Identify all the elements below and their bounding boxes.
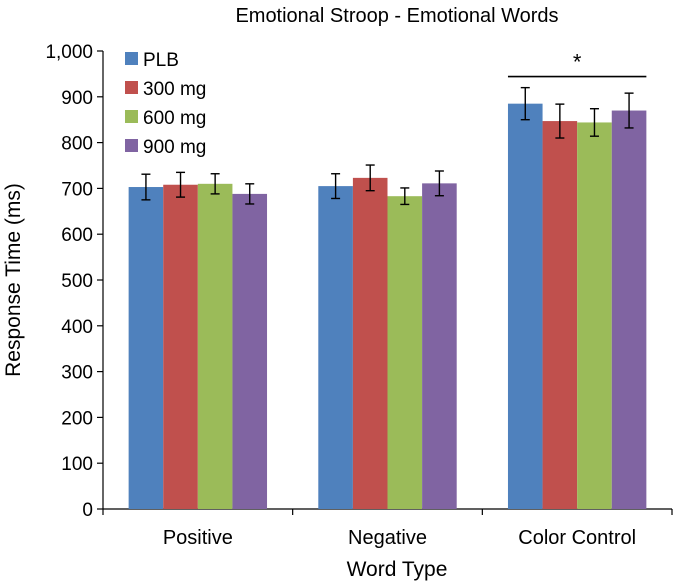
error-bar — [520, 86, 530, 121]
y-tick-label: 0 — [82, 500, 93, 521]
legend-swatch — [125, 81, 138, 94]
error-bar — [434, 170, 444, 197]
legend-item: 300 mg — [125, 79, 206, 100]
legend-item: 900 mg — [125, 137, 206, 158]
bar — [232, 193, 268, 509]
legend-swatch — [125, 110, 138, 123]
y-tick-label: 100 — [61, 454, 93, 475]
error-bar — [245, 183, 255, 205]
y-tick-label: 300 — [61, 363, 93, 384]
bar — [577, 122, 612, 509]
bar — [611, 110, 647, 509]
error-bar — [141, 173, 151, 201]
chart-title: Emotional Stroop - Emotional Words — [235, 5, 558, 27]
significance-asterisk: * — [573, 50, 582, 75]
y-tick-label: 500 — [61, 271, 93, 292]
error-bar — [365, 164, 375, 192]
x-axis: Positive Negative Color Control — [102, 508, 673, 549]
bar — [542, 121, 578, 509]
y-tick-label: 700 — [61, 179, 93, 200]
y-tick-label: 400 — [61, 317, 93, 338]
error-bars — [141, 86, 634, 206]
legend-label: 300 mg — [143, 79, 206, 100]
y-tick-label: 200 — [61, 408, 93, 429]
legend-label: 600 mg — [143, 108, 206, 129]
x-tick-label: Positive — [163, 527, 233, 549]
error-bar — [624, 92, 634, 129]
legend: PLB 300 mg 600 mg 900 mg — [125, 50, 206, 158]
error-bar — [400, 187, 410, 206]
legend-swatch — [125, 52, 138, 65]
annotations: * — [507, 50, 647, 78]
y-axis: 0 100 200 300 400 500 600 700 800 900 1,000 — [45, 42, 104, 521]
bar — [507, 103, 543, 510]
legend-label: PLB — [143, 50, 179, 71]
significance-marker: * — [507, 50, 647, 78]
error-bar — [210, 173, 220, 195]
bar — [352, 177, 388, 509]
error-bar — [176, 171, 186, 198]
x-axis-label: Word Type — [347, 558, 448, 581]
x-tick-label: Negative — [348, 527, 427, 549]
bar — [128, 187, 164, 509]
y-tick-label: 800 — [61, 134, 93, 155]
bar — [163, 184, 198, 509]
legend-item: 600 mg — [125, 108, 206, 129]
legend-item: PLB — [125, 50, 179, 71]
legend-swatch — [125, 139, 138, 152]
error-bar — [331, 173, 341, 200]
bars — [128, 103, 647, 510]
error-bar — [555, 103, 565, 139]
bar — [422, 183, 457, 509]
bar — [387, 196, 423, 509]
legend-label: 900 mg — [143, 137, 206, 158]
y-tick-label: 1,000 — [45, 42, 93, 63]
error-bar — [589, 108, 599, 137]
y-tick-label: 900 — [61, 88, 93, 109]
x-tick-label: Color Control — [518, 527, 636, 549]
y-axis-label: Response Time (ms) — [2, 183, 25, 377]
y-tick-label: 600 — [61, 225, 93, 246]
bar — [197, 183, 233, 509]
bar — [318, 186, 353, 510]
